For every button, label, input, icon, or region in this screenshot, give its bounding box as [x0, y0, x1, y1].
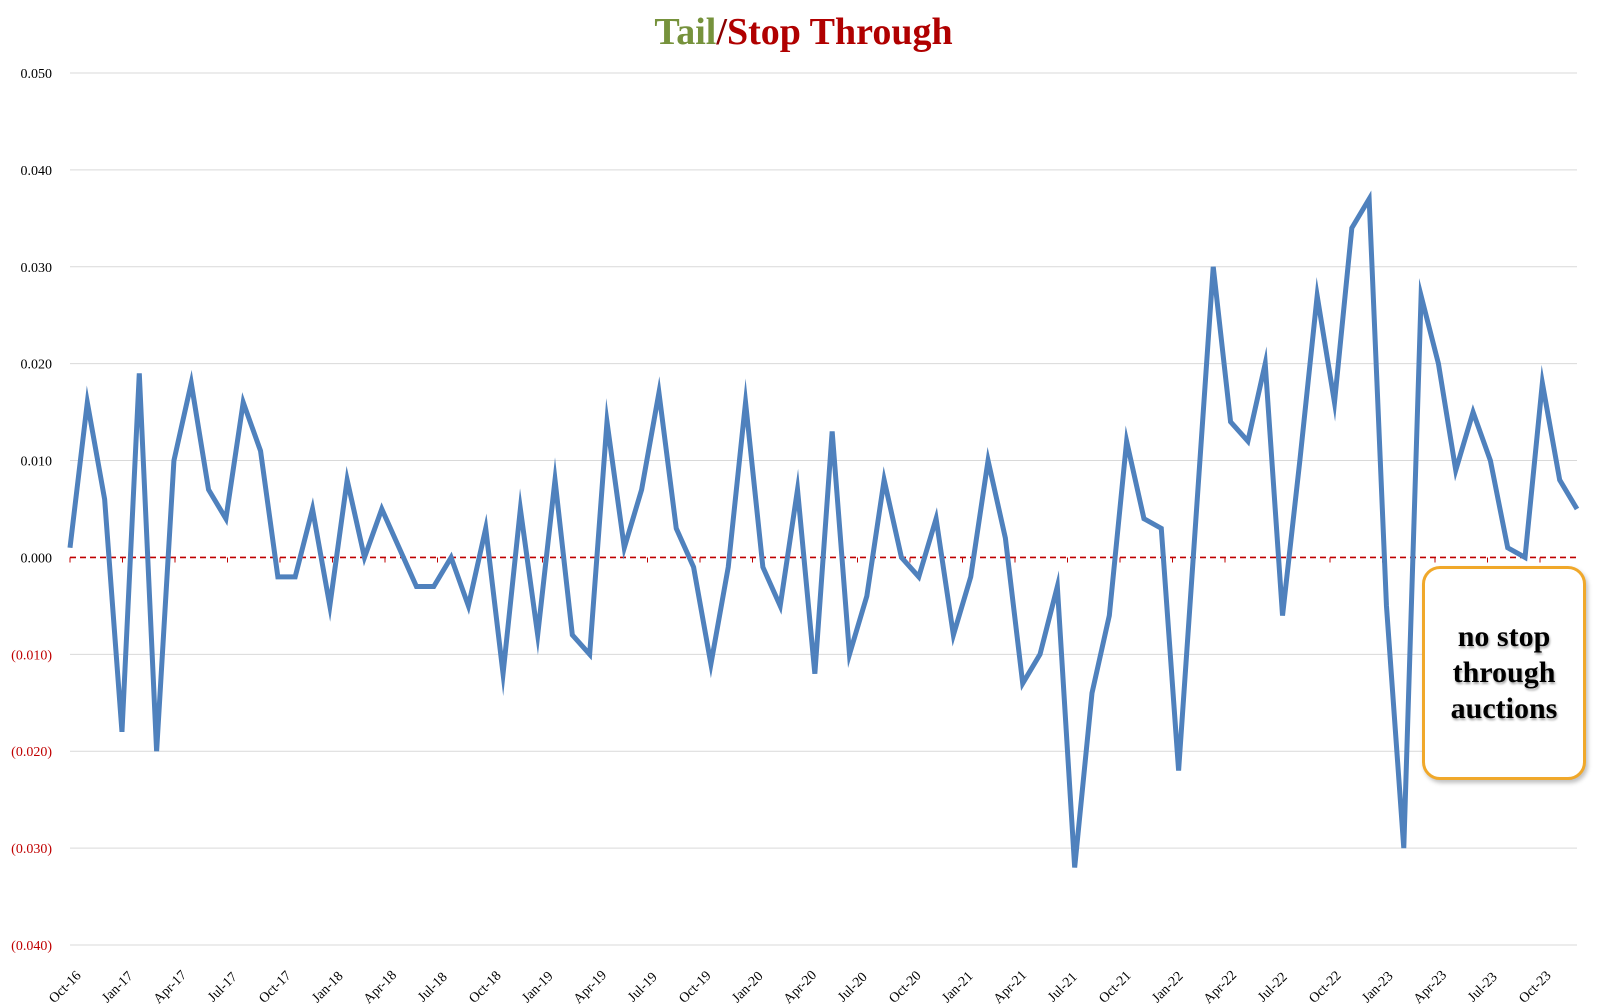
x-tick-label: Apr-21	[991, 968, 1030, 1007]
x-tick-label: Apr-17	[151, 968, 190, 1007]
y-axis-ticks: 0.050 0.040 0.030 0.020 0.010 0.000 (0.010) (0.…	[11, 67, 52, 954]
y-tick-label: (0.010)	[11, 648, 52, 663]
y-tick-label: 0.020	[21, 358, 53, 373]
annotation-box: no stop through auctions	[1422, 566, 1586, 780]
x-tick-label: Apr-20	[781, 968, 820, 1007]
x-tick-label: Oct-20	[886, 968, 924, 1006]
series-line	[67, 190, 1580, 868]
y-tick-label: 0.050	[21, 67, 53, 82]
x-tick-label: Jul-19	[625, 970, 660, 1005]
title-stop-through: Stop Through	[726, 11, 953, 53]
x-tick-label: Apr-19	[571, 968, 610, 1007]
series-layer	[67, 190, 1580, 868]
x-tick-label: Oct-23	[1516, 968, 1554, 1006]
chart-title: Tail/Stop Through	[0, 8, 1607, 56]
x-tick-label: Oct-17	[256, 968, 294, 1006]
x-tick-label: Jan-19	[520, 969, 557, 1006]
x-tick-label: Oct-19	[676, 968, 714, 1006]
x-tick-label: Jul-21	[1045, 970, 1080, 1005]
y-tick-label: 0.040	[21, 164, 53, 179]
y-tick-label: (0.020)	[11, 745, 52, 760]
y-tick-label: 0.030	[21, 261, 53, 276]
x-tick-label: Oct-18	[466, 968, 504, 1006]
y-tick-label: (0.040)	[11, 939, 52, 954]
gridlines	[70, 72, 1577, 946]
x-tick-label: Oct-22	[1306, 968, 1344, 1006]
x-tick-label: Jan-23	[1360, 969, 1397, 1006]
x-tick-label: Jan-18	[310, 969, 347, 1006]
x-tick-label: Oct-21	[1096, 968, 1134, 1006]
y-tick-label: 0.010	[21, 455, 53, 470]
x-tick-label: Apr-22	[1201, 968, 1240, 1007]
x-axis-ticks: Oct-16 Jan-17 Apr-17 Jul-17 Oct-17 Jan-18 Apr-…	[46, 557, 1555, 1007]
x-tick-label: Jul-23	[1465, 970, 1500, 1005]
x-tick-label: Jan-20	[730, 969, 767, 1006]
x-tick-label: Jan-21	[940, 969, 977, 1006]
x-tick-label: Jan-17	[100, 969, 137, 1006]
x-tick-label: Jul-18	[415, 970, 450, 1005]
x-tick-label: Jul-20	[835, 970, 870, 1005]
annotation-text: no stop through auctions	[1450, 620, 1558, 725]
x-tick-label: Jul-17	[205, 970, 240, 1005]
title-tail: Tail	[654, 11, 717, 53]
x-tick-label: Jan-22	[1150, 969, 1187, 1006]
title-separator: /	[716, 11, 727, 53]
x-tick-label: Apr-18	[361, 968, 400, 1007]
x-tick-label: Apr-23	[1411, 968, 1450, 1007]
y-tick-label: (0.030)	[11, 842, 52, 857]
x-tick-label: Jul-22	[1255, 970, 1290, 1005]
x-tick-label: Oct-16	[46, 968, 84, 1006]
y-tick-label: 0.000	[21, 551, 53, 566]
